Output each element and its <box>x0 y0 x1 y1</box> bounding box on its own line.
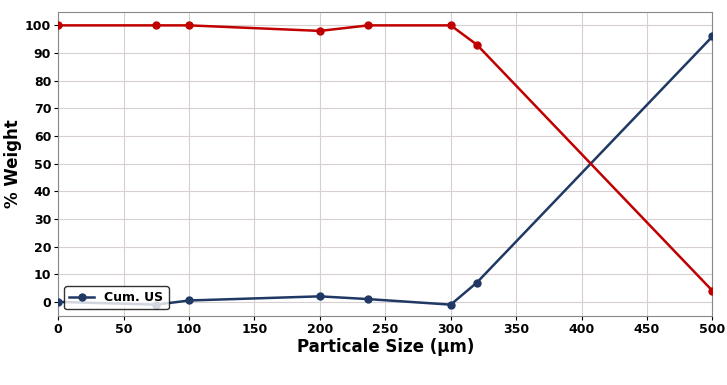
X-axis label: Particale Size (μm): Particale Size (μm) <box>297 338 474 357</box>
Cum. US <box>152 302 161 307</box>
Cum. US <box>446 302 455 307</box>
Cum. US <box>364 297 373 301</box>
Cum. US <box>708 34 717 39</box>
Cum. US <box>316 294 324 299</box>
Cum. US <box>54 300 63 304</box>
Cum. US <box>185 298 193 303</box>
Legend: Cum. US: Cum. US <box>65 286 169 310</box>
Line: Cum. US: Cum. US <box>55 33 716 308</box>
Y-axis label: % Weight: % Weight <box>4 119 23 208</box>
Cum. US <box>473 280 481 285</box>
